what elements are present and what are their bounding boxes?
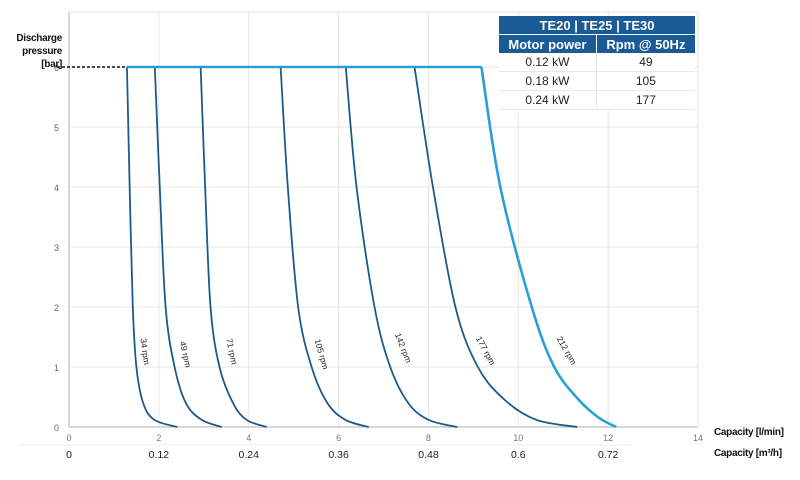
rpm-label: 177 rpm [474, 334, 497, 366]
rpm-cell: 49 [595, 53, 695, 72]
table-row: 0.12 kW 49 [499, 53, 695, 72]
rpm-cell: 105 [595, 71, 695, 91]
rpm-label: 212 rpm [555, 334, 579, 366]
y-tick-label: 2 [54, 303, 59, 313]
y-axis-label-line2: pressure [bar] [22, 46, 62, 70]
header-motor-power: Motor power [499, 34, 597, 53]
y-tick-label: 3 [54, 243, 59, 253]
rpm-label: 49 rpm [178, 340, 193, 368]
spec-table: TE20 | TE25 | TE30 Motor power Rpm @ 50H… [499, 16, 695, 110]
x-secondary-tick-label: 0 [66, 449, 72, 461]
rpm-label: 142 rpm [393, 332, 414, 365]
curve-177-rpm [413, 66, 578, 428]
y-axis-label: Discharge pressure [bar] [6, 32, 62, 71]
x-axis-label-secondary: Capacity [m³/h] [714, 448, 782, 459]
x-tick-label: 4 [246, 433, 251, 443]
x-tick-label: 2 [156, 433, 161, 443]
x-tick-label: 6 [336, 433, 341, 443]
rpm-cell: 177 [595, 90, 695, 110]
curve-34-rpm [126, 66, 178, 428]
rpm-labels: 34 rpm 49 rpm 71 rpm 105 rpm 142 rpm 177 rpm 2… [138, 332, 578, 371]
x-tick-label: 8 [426, 433, 431, 443]
x-secondary-tick-label: 0.6 [511, 449, 526, 461]
x-secondary-tick-label: 0.36 [328, 449, 349, 461]
x-axis-label-primary: Capacity [l/min] [714, 427, 784, 438]
y-tick-label: 0 [54, 423, 59, 433]
x-secondary-tick-label: 0.72 [598, 449, 619, 461]
x-tick-label: 10 [513, 433, 523, 443]
motor-power-cell: 0.12 kW [499, 53, 597, 72]
header-rpm: Rpm @ 50Hz [595, 34, 695, 53]
y-tick-label: 4 [54, 183, 59, 193]
x-tick-label: 12 [603, 433, 613, 443]
x-secondary-tick-label: 0.12 [149, 449, 170, 461]
rpm-label: 34 rpm [138, 338, 152, 366]
motor-power-cell: 0.24 kW [499, 90, 597, 110]
motor-power-cell: 0.18 kW [499, 71, 597, 91]
y-tick-label: 6 [54, 63, 59, 73]
grid-lines [69, 11, 699, 427]
curve-212-rpm [480, 66, 617, 429]
table-row: 0.24 kW 177 [499, 90, 695, 110]
curve-71-rpm [199, 66, 267, 428]
x-secondary-tick-label: 0.48 [418, 449, 439, 461]
table-row: 0.18 kW 105 [499, 71, 695, 91]
curve-105-rpm [279, 66, 369, 428]
y-tick-label: 5 [54, 123, 59, 133]
x-tick-label: 0 [66, 433, 71, 443]
spec-table-title: TE20 | TE25 | TE30 [499, 16, 695, 35]
x-secondary-tick-label: 0.24 [239, 449, 260, 461]
performance-curves [57, 65, 617, 429]
x-tick-label: 14 [693, 433, 703, 443]
curve-49-rpm [153, 66, 223, 428]
rpm-label: 105 rpm [313, 338, 331, 371]
y-tick-label: 1 [54, 363, 59, 373]
curve-142-rpm [344, 66, 458, 428]
rpm-label: 71 rpm [224, 337, 239, 365]
y-axis-label-line1: Discharge [16, 33, 62, 44]
